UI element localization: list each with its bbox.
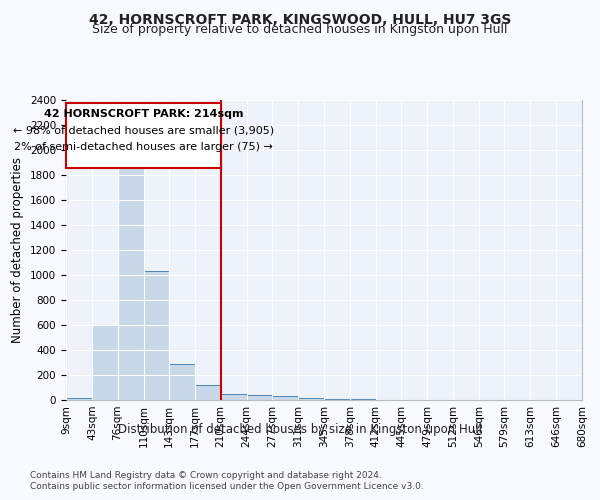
Bar [169, 364, 195, 400]
Bar [66, 398, 92, 400]
Y-axis label: Number of detached properties: Number of detached properties [11, 157, 25, 343]
Text: 2% of semi-detached houses are larger (75) →: 2% of semi-detached houses are larger (7… [14, 142, 273, 152]
Text: Contains public sector information licensed under the Open Government Licence v3: Contains public sector information licen… [30, 482, 424, 491]
Text: ← 98% of detached houses are smaller (3,905): ← 98% of detached houses are smaller (3,… [13, 126, 274, 136]
Bar [298, 398, 325, 400]
Text: Size of property relative to detached houses in Kingston upon Hull: Size of property relative to detached ho… [92, 22, 508, 36]
Text: 42 HORNSCROFT PARK: 214sqm: 42 HORNSCROFT PARK: 214sqm [44, 109, 243, 119]
Bar [143, 271, 169, 400]
Bar [195, 385, 221, 400]
Text: 42, HORNSCROFT PARK, KINGSWOOD, HULL, HU7 3GS: 42, HORNSCROFT PARK, KINGSWOOD, HULL, HU… [89, 12, 511, 26]
Text: Distribution of detached houses by size in Kingston upon Hull: Distribution of detached houses by size … [118, 422, 482, 436]
Bar [221, 394, 247, 400]
Text: Contains HM Land Registry data © Crown copyright and database right 2024.: Contains HM Land Registry data © Crown c… [30, 471, 382, 480]
FancyBboxPatch shape [66, 102, 221, 168]
Bar [118, 162, 143, 400]
Bar [92, 325, 118, 400]
Bar [272, 396, 298, 400]
Bar [247, 395, 272, 400]
